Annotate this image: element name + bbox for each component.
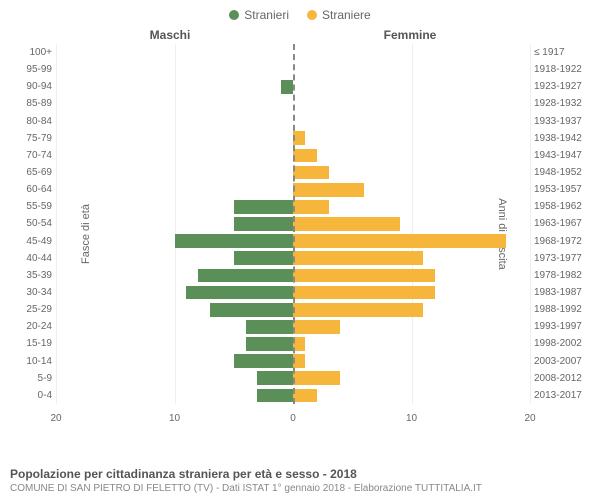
legend: Stranieri Straniere	[10, 8, 590, 22]
birth-year-label: 1983-1987	[534, 287, 590, 298]
bar-female	[293, 234, 506, 248]
age-label: 70-74	[12, 150, 52, 161]
x-tick-label: 20	[524, 413, 535, 424]
birth-year-label: 1953-1957	[534, 184, 590, 195]
bar-male	[198, 269, 293, 283]
bar-male	[257, 389, 293, 403]
birth-year-label: 1998-2002	[534, 338, 590, 349]
side-title-male: Maschi	[10, 28, 290, 42]
bar-female	[293, 371, 340, 385]
bar-male	[234, 217, 293, 231]
footer-subtitle: COMUNE DI SAN PIETRO DI FELETTO (TV) - D…	[10, 483, 590, 494]
bar-female	[293, 217, 400, 231]
legend-label-male: Stranieri	[244, 8, 289, 22]
birth-year-label: 1938-1942	[534, 133, 590, 144]
bar-male	[234, 251, 293, 265]
bar-female	[293, 286, 435, 300]
birth-year-label: 1928-1932	[534, 98, 590, 109]
bar-female	[293, 183, 364, 197]
x-tick-label: 10	[406, 413, 417, 424]
age-label: 60-64	[12, 184, 52, 195]
birth-year-label: 1978-1982	[534, 270, 590, 281]
birth-year-label: 2008-2012	[534, 373, 590, 384]
plot-area: Fasce di età Anni di nascita 100+≤ 19179…	[56, 44, 530, 424]
bar-female	[293, 251, 423, 265]
age-label: 15-19	[12, 338, 52, 349]
age-label: 95-99	[12, 64, 52, 75]
birth-year-label: 1968-1972	[534, 236, 590, 247]
birth-year-label: 1918-1922	[534, 64, 590, 75]
center-axis-line	[293, 44, 295, 404]
side-titles: Maschi Femmine	[10, 28, 590, 42]
x-tick-label: 0	[290, 413, 296, 424]
bar-male	[246, 320, 293, 334]
legend-item-male: Stranieri	[229, 8, 289, 22]
birth-year-label: 2003-2007	[534, 356, 590, 367]
legend-swatch-male	[229, 10, 239, 20]
age-label: 20-24	[12, 321, 52, 332]
birth-year-label: 1958-1962	[534, 201, 590, 212]
bar-male	[210, 303, 293, 317]
x-axis: 201001020	[56, 406, 530, 424]
legend-swatch-female	[307, 10, 317, 20]
age-label: 25-29	[12, 304, 52, 315]
age-label: 100+	[12, 47, 52, 58]
x-tick-label: 20	[50, 413, 61, 424]
birth-year-label: 1943-1947	[534, 150, 590, 161]
birth-year-label: 1963-1967	[534, 218, 590, 229]
birth-year-label: 2013-2017	[534, 390, 590, 401]
bar-male	[234, 354, 293, 368]
chart-footer: Popolazione per cittadinanza straniera p…	[10, 467, 590, 494]
age-label: 5-9	[12, 373, 52, 384]
age-label: 0-4	[12, 390, 52, 401]
birth-year-label: 1923-1927	[534, 81, 590, 92]
age-label: 55-59	[12, 201, 52, 212]
birth-year-label: 1988-1992	[534, 304, 590, 315]
age-label: 40-44	[12, 253, 52, 264]
age-label: 75-79	[12, 133, 52, 144]
bar-female	[293, 320, 340, 334]
bar-female	[293, 149, 317, 163]
bar-male	[186, 286, 293, 300]
bar-male	[246, 337, 293, 351]
bar-male	[281, 80, 293, 94]
age-label: 10-14	[12, 356, 52, 367]
bar-female	[293, 166, 329, 180]
population-pyramid-chart: Stranieri Straniere Maschi Femmine Fasce…	[0, 0, 600, 500]
legend-label-female: Straniere	[322, 8, 371, 22]
birth-year-label: ≤ 1917	[534, 47, 590, 58]
grid-line	[530, 44, 531, 404]
bar-male	[257, 371, 293, 385]
x-tick-label: 10	[169, 413, 180, 424]
birth-year-label: 1993-1997	[534, 321, 590, 332]
age-label: 35-39	[12, 270, 52, 281]
side-title-female: Femmine	[290, 28, 590, 42]
age-label: 85-89	[12, 98, 52, 109]
age-label: 65-69	[12, 167, 52, 178]
bar-male	[234, 200, 293, 214]
footer-title: Popolazione per cittadinanza straniera p…	[10, 467, 590, 481]
age-label: 45-49	[12, 236, 52, 247]
bar-female	[293, 303, 423, 317]
birth-year-label: 1948-1952	[534, 167, 590, 178]
age-label: 30-34	[12, 287, 52, 298]
bar-female	[293, 269, 435, 283]
birth-year-label: 1973-1977	[534, 253, 590, 264]
bar-female	[293, 389, 317, 403]
age-label: 80-84	[12, 116, 52, 127]
bar-male	[175, 234, 294, 248]
age-label: 50-54	[12, 218, 52, 229]
bar-female	[293, 200, 329, 214]
age-label: 90-94	[12, 81, 52, 92]
legend-item-female: Straniere	[307, 8, 371, 22]
birth-year-label: 1933-1937	[534, 116, 590, 127]
